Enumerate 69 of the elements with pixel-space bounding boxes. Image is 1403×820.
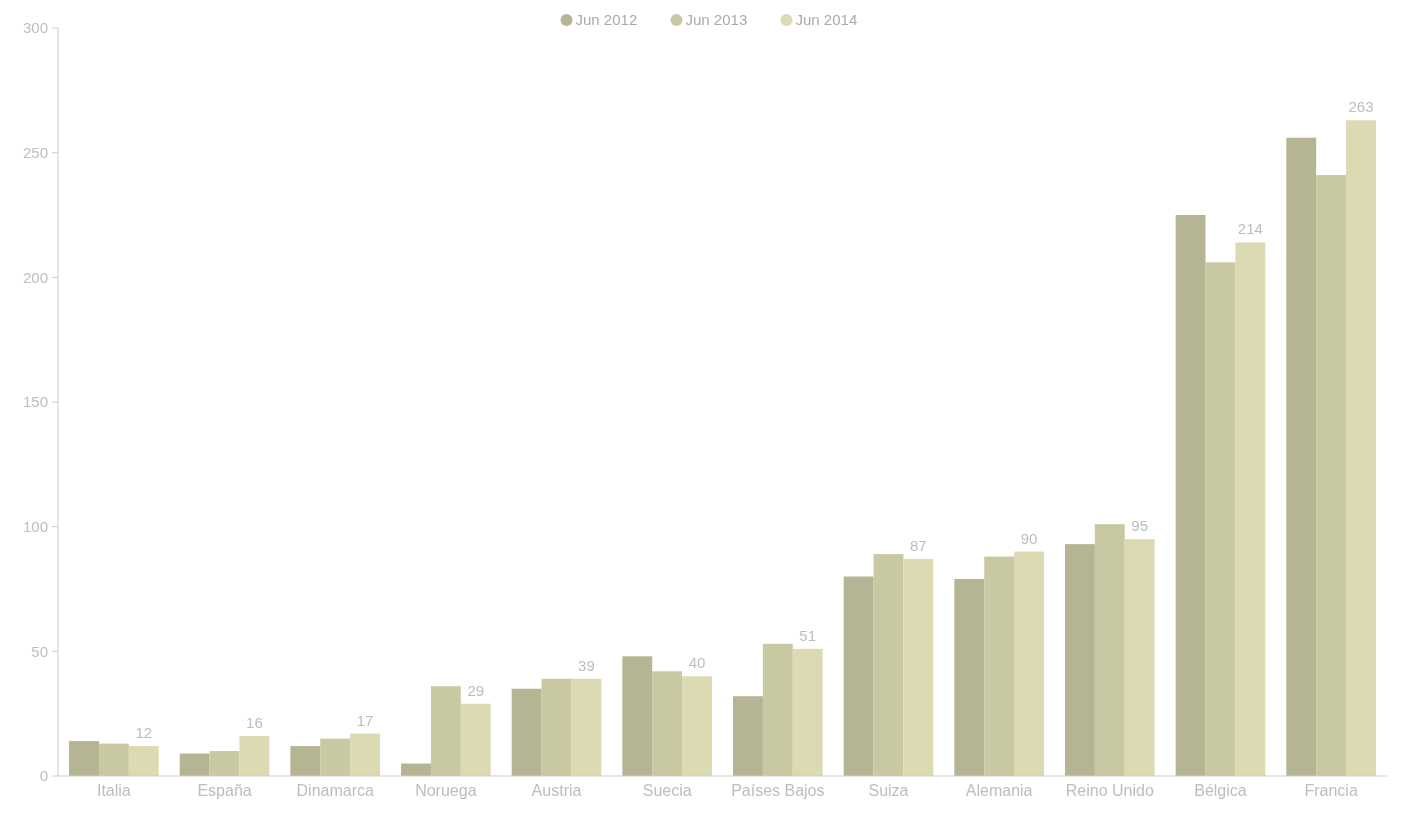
y-tick-label: 50 bbox=[31, 642, 48, 660]
bar bbox=[762, 643, 793, 776]
bar bbox=[984, 556, 1015, 776]
data-label: 40 bbox=[688, 654, 706, 672]
legend-label: Jun 2013 bbox=[685, 11, 748, 29]
bar bbox=[179, 753, 210, 776]
bar bbox=[1064, 544, 1095, 776]
y-tick-label: 300 bbox=[22, 19, 48, 37]
bar bbox=[1316, 175, 1347, 776]
data-label: 263 bbox=[1348, 98, 1374, 116]
bar bbox=[460, 703, 491, 776]
bar bbox=[98, 743, 129, 776]
bar bbox=[1014, 551, 1044, 776]
x-tick-label: Noruega bbox=[415, 782, 477, 799]
bar bbox=[290, 746, 321, 776]
bar bbox=[128, 746, 159, 776]
bar bbox=[1235, 242, 1266, 776]
data-label: 39 bbox=[578, 656, 595, 674]
bar bbox=[1124, 539, 1155, 776]
y-tick-label: 200 bbox=[22, 268, 48, 286]
bar bbox=[320, 738, 351, 776]
bar bbox=[622, 656, 653, 776]
data-label: 17 bbox=[356, 711, 374, 729]
bar bbox=[954, 579, 985, 776]
x-tick-label: Italia bbox=[96, 782, 131, 799]
bar bbox=[903, 559, 934, 776]
x-tick-label: Suiza bbox=[868, 782, 909, 799]
bar bbox=[682, 676, 712, 776]
x-tick-label: Alemania bbox=[965, 782, 1033, 799]
x-tick-label: Reino Unido bbox=[1065, 782, 1154, 799]
bar bbox=[1205, 262, 1236, 776]
bar bbox=[541, 678, 572, 776]
bar bbox=[69, 741, 99, 776]
data-label: 12 bbox=[135, 724, 153, 742]
bar bbox=[571, 678, 602, 776]
x-tick-label: España bbox=[197, 782, 252, 799]
x-tick-label: Francia bbox=[1304, 782, 1358, 799]
data-label: 87 bbox=[910, 537, 927, 555]
bar bbox=[733, 696, 763, 776]
y-tick-label: 250 bbox=[22, 143, 48, 161]
bar bbox=[652, 671, 683, 776]
bar bbox=[350, 733, 381, 776]
bar bbox=[1094, 524, 1125, 776]
bar bbox=[511, 688, 542, 776]
y-tick-label: 100 bbox=[22, 517, 48, 535]
bar bbox=[1286, 137, 1317, 776]
x-tick-label: Bélgica bbox=[1194, 782, 1247, 799]
bar bbox=[239, 736, 270, 776]
data-label: 214 bbox=[1237, 220, 1263, 238]
data-label: 90 bbox=[1020, 529, 1038, 547]
bar bbox=[873, 554, 904, 776]
y-tick-label: 0 bbox=[39, 767, 48, 785]
bar bbox=[209, 751, 240, 776]
bar bbox=[430, 686, 461, 776]
x-tick-label: Austria bbox=[531, 782, 582, 799]
data-label: 16 bbox=[246, 714, 263, 732]
bar bbox=[843, 576, 874, 776]
y-tick-label: 150 bbox=[22, 393, 48, 411]
bar bbox=[1175, 215, 1206, 776]
data-label: 29 bbox=[467, 681, 485, 699]
x-tick-label: Países Bajos bbox=[731, 782, 825, 799]
x-tick-label: Suecia bbox=[642, 782, 692, 799]
data-label: 95 bbox=[1131, 517, 1149, 535]
bar bbox=[1346, 120, 1376, 776]
legend-label: Jun 2012 bbox=[575, 11, 638, 29]
data-label: 51 bbox=[799, 626, 817, 644]
legend-label: Jun 2014 bbox=[795, 11, 858, 29]
x-tick-label: Dinamarca bbox=[296, 782, 374, 799]
bar bbox=[792, 648, 823, 776]
